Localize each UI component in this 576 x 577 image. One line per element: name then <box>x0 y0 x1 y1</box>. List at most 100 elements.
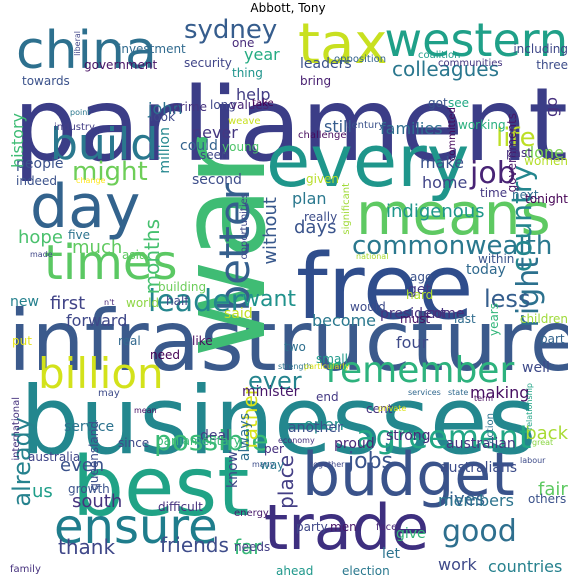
word-ever: ever <box>248 367 302 395</box>
word-indigenous: indigenous <box>386 201 485 222</box>
word-growth: growth <box>68 482 110 496</box>
word-parliamentary: parliamentary <box>156 434 241 448</box>
word-two: two <box>284 340 306 354</box>
word-best: best <box>72 440 250 535</box>
word-members: members <box>438 491 514 510</box>
word-day: day <box>30 172 141 242</box>
word-john: john <box>148 99 183 118</box>
word-security: security <box>184 56 232 70</box>
word-leaders: leaders <box>300 56 352 72</box>
word-work: work <box>438 555 477 574</box>
word-today: today <box>466 262 506 278</box>
word-weave: weave <box>228 116 261 127</box>
word-towards: towards <box>22 74 70 88</box>
word-private: private <box>378 404 407 413</box>
word-opposition: opposition <box>334 54 387 65</box>
word-making: making <box>470 383 530 402</box>
word-possible: possible <box>154 424 269 457</box>
word-action: action <box>485 413 496 444</box>
word-budget: budget <box>302 440 515 510</box>
word-president: president <box>380 306 446 322</box>
word-thank: thank <box>58 535 116 559</box>
word-state: state <box>448 388 469 397</box>
word-tonight: tonight <box>525 192 568 206</box>
word-international: international <box>11 397 22 461</box>
word-every: every <box>266 119 470 203</box>
word-coalition: coalition <box>418 50 461 61</box>
word-friends: friends <box>160 533 229 557</box>
word-life: life <box>496 123 536 153</box>
word-would: would <box>350 300 386 314</box>
word-come: come <box>426 306 465 322</box>
word-small: small <box>316 352 348 366</box>
word-may: may <box>98 388 120 399</box>
word-service: service <box>64 419 115 435</box>
word-last: last <box>454 312 476 326</box>
word-family: family <box>10 564 41 575</box>
word-leader: leader <box>148 284 244 319</box>
word-five: five <box>68 228 91 242</box>
word-government: government <box>84 58 158 72</box>
word-fair: fair <box>538 479 568 500</box>
word-build: build <box>50 119 159 170</box>
word-sydney: sydney <box>184 17 278 45</box>
word-opportunities: opportunities <box>239 193 250 260</box>
word-n-t: n't <box>104 298 115 307</box>
word-make: make <box>420 153 464 172</box>
word-parliament: parliament <box>12 66 568 185</box>
word-could: could <box>180 138 218 154</box>
word-century: century <box>346 120 385 131</box>
word-another: another <box>288 420 343 436</box>
word-must: must <box>400 312 431 326</box>
word-part: part <box>540 332 565 346</box>
word-men: men <box>330 520 357 534</box>
word-bring: bring <box>300 74 332 88</box>
word-time: time <box>480 186 508 200</box>
word-strong: strong <box>386 428 431 444</box>
word-jobs: jobs <box>348 449 393 474</box>
word-women: women <box>524 154 568 168</box>
word-building: building <box>158 280 207 294</box>
word-mean: mean <box>134 406 157 415</box>
word-back: back <box>525 423 568 444</box>
word-take: take <box>252 98 274 109</box>
word-committed: committed <box>447 107 458 162</box>
word-economy: economy <box>278 436 315 445</box>
word-investment: investment <box>118 42 186 56</box>
word-tax: tax <box>298 17 388 77</box>
word-cent: cent <box>366 402 393 416</box>
word-four: four <box>396 333 429 352</box>
word-put: put <box>12 334 32 348</box>
word-still: still <box>324 117 352 136</box>
word-hard: hard <box>406 288 434 302</box>
word-look: look <box>150 110 175 124</box>
word-services: services <box>408 388 441 397</box>
word-three: three <box>536 58 568 72</box>
word-lives: lives <box>444 489 486 510</box>
word-long: long <box>210 98 236 112</box>
word-us: us <box>32 481 53 502</box>
word-prime: prime <box>172 100 207 114</box>
word-many: many <box>252 460 275 469</box>
word-face: face <box>376 522 398 533</box>
word-together: together <box>310 460 345 469</box>
word-energy: energy <box>234 508 269 519</box>
word-significant: significant <box>341 183 352 235</box>
word-needs: needs <box>234 540 271 554</box>
word-new: new <box>10 294 39 310</box>
word-minister: minister <box>242 384 300 400</box>
word-without: without <box>260 197 281 265</box>
word-values: values <box>230 98 270 112</box>
word-plan: plan <box>292 189 327 208</box>
word-cloud: parliament businesses infrastructure free wa… <box>8 17 568 577</box>
word-might: might <box>72 157 148 187</box>
word-term: term <box>474 394 493 403</box>
word-years: years <box>487 303 501 337</box>
word-let: let <box>382 546 400 562</box>
word-much: much <box>72 237 123 258</box>
word-families: families <box>380 119 443 138</box>
word-within: within <box>478 252 515 266</box>
word-want: want <box>242 287 297 312</box>
word-difficult: difficult <box>158 500 203 514</box>
word-since: since <box>118 436 150 450</box>
